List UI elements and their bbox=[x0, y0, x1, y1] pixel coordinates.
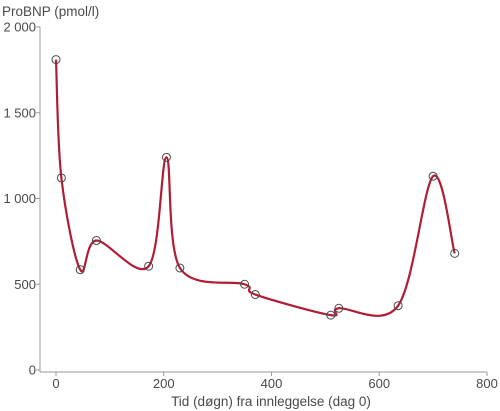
y-tick-label: 0 bbox=[29, 363, 36, 378]
data-point bbox=[250, 290, 260, 300]
y-axis-label: ProBNP (pmol/l) bbox=[2, 4, 99, 19]
data-point-markers bbox=[51, 55, 460, 320]
y-tick-label: 2 000 bbox=[3, 20, 36, 35]
y-axis: 0 500 1 000 1 500 2 000 bbox=[3, 20, 41, 378]
x-axis: 0 200 400 600 800 bbox=[40, 371, 498, 391]
data-point bbox=[175, 263, 185, 273]
x-tick-label: 0 bbox=[52, 376, 59, 391]
data-point bbox=[75, 265, 85, 275]
x-tick-label: 200 bbox=[153, 376, 175, 391]
y-tick-label: 1 500 bbox=[3, 105, 36, 120]
data-point bbox=[393, 301, 403, 311]
probnp-series-line bbox=[54, 59, 456, 317]
x-axis-label: Tid (døgn) fra innleggelse (dag 0) bbox=[171, 394, 371, 409]
x-tick-label: 400 bbox=[261, 376, 283, 391]
x-tick-label: 800 bbox=[476, 376, 498, 391]
data-point bbox=[161, 152, 171, 162]
data-point bbox=[144, 261, 154, 271]
data-point bbox=[334, 303, 344, 313]
y-tick-label: 500 bbox=[14, 277, 36, 292]
data-point bbox=[56, 173, 66, 183]
data-point bbox=[428, 171, 438, 181]
data-point bbox=[240, 279, 250, 289]
data-point bbox=[326, 310, 336, 320]
data-point bbox=[450, 248, 460, 258]
data-point bbox=[91, 236, 101, 246]
y-tick-label: 1 000 bbox=[3, 191, 36, 206]
x-tick-label: 600 bbox=[368, 376, 390, 391]
data-point bbox=[51, 55, 61, 65]
